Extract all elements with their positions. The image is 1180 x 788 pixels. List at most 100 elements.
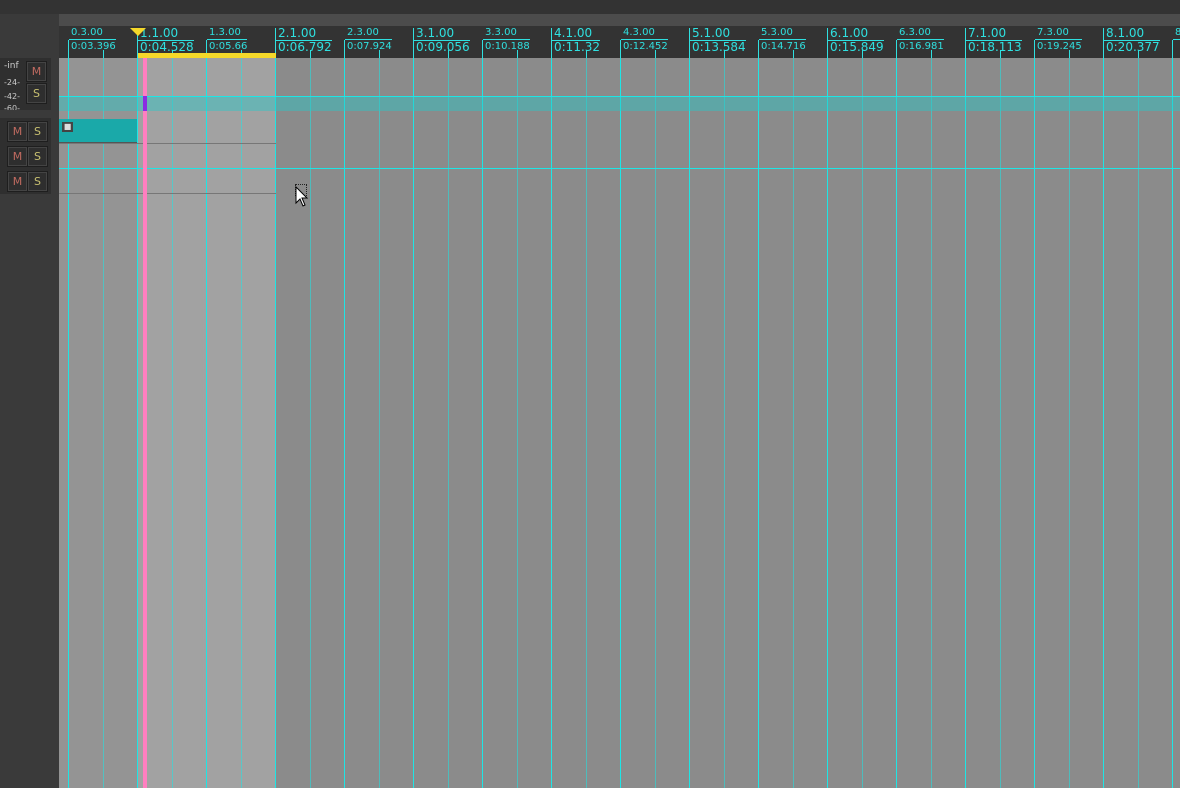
ruler-marker[interactable]: 5.3.00 0:14.716	[758, 27, 806, 58]
ruler-marker[interactable]: 3.1.00 0:09.056	[413, 27, 470, 58]
bar-label: 2.3.00	[345, 27, 392, 40]
ruler-marker[interactable]: 3.3.00 0:10.188	[482, 27, 530, 58]
timeline-ruler[interactable]: 0.3.00 0:03.396 1.1.00 0:04.528 1.3.00 0:05.6…	[59, 26, 1180, 58]
time-label: 0:14.716	[761, 41, 806, 52]
time-label: 0:16.981	[899, 41, 944, 52]
grid-line	[896, 58, 897, 788]
bar-label: 7.3.00	[1035, 27, 1082, 40]
ruler-marker[interactable]: 7.1.00 0:18.113	[965, 27, 1022, 58]
ruler-marker[interactable]: 4.1.00 0:11.32	[551, 27, 601, 58]
grid-line	[1034, 58, 1035, 788]
grid-line	[344, 58, 345, 788]
ruler-tick	[310, 50, 311, 58]
meter-label: -inf	[4, 61, 19, 71]
time-selection-area[interactable]	[138, 58, 276, 788]
ruler-marker[interactable]: 1.1.00 0:04.528	[137, 27, 194, 58]
grid-line	[758, 58, 759, 788]
grid-line	[482, 58, 483, 788]
playhead-marker	[143, 96, 147, 111]
grid-line	[551, 58, 552, 788]
ruler-marker[interactable]: 8	[1172, 27, 1180, 58]
grid-line	[448, 58, 449, 788]
meter-label: -42-	[4, 92, 20, 101]
ruler-tick	[482, 50, 483, 58]
track-divider	[59, 168, 1180, 169]
ruler-marker[interactable]: 1.3.00 0:05.66	[206, 27, 248, 58]
grid-line	[862, 58, 863, 788]
grid-line	[620, 58, 621, 788]
track-3-solo-button[interactable]: S	[27, 171, 48, 192]
ruler-marker[interactable]: 5.1.00 0:13.584	[689, 27, 746, 58]
playhead-cursor[interactable]	[143, 58, 147, 788]
grid-line	[689, 58, 690, 788]
ruler-marker[interactable]: 7.3.00 0:19.245	[1034, 27, 1082, 58]
ruler-tick	[1000, 50, 1001, 58]
ruler-marker[interactable]: 8.1.00 0:20.377	[1103, 27, 1160, 58]
grid-line	[275, 58, 276, 788]
ruler-marker[interactable]: 6.3.00 0:16.981	[896, 27, 944, 58]
ruler-tick	[1069, 50, 1070, 58]
ruler-marker[interactable]: 2.1.00 0:06.792	[275, 27, 332, 58]
time-label: 0:11.32	[554, 40, 601, 54]
ruler-marker[interactable]: 2.3.00 0:07.924	[344, 27, 392, 58]
horizontal-scrollbar[interactable]	[59, 14, 1180, 26]
time-label	[1173, 40, 1180, 41]
master-track[interactable]: -inf -24- -42- -60- M S	[0, 58, 51, 110]
meter-label: -24-	[4, 78, 20, 87]
ruler-tick	[379, 50, 380, 58]
grid-line	[586, 58, 587, 788]
time-label: 0:10.188	[485, 41, 530, 52]
bar-label: 4.3.00	[621, 27, 668, 40]
arrow-cursor-icon	[295, 186, 309, 207]
grid-line	[724, 58, 725, 788]
ruler-tick	[724, 50, 725, 58]
selected-track-item[interactable]: ■	[59, 119, 137, 143]
bar-label: 3.1.00	[414, 27, 470, 41]
time-label: 0:03.396	[71, 41, 116, 52]
track-2-mute-button[interactable]: M	[7, 146, 28, 167]
track-3-mute-button[interactable]: M	[7, 171, 28, 192]
time-label: 0:06.792	[278, 40, 332, 54]
ruler-tick	[448, 50, 449, 58]
grid-line	[103, 58, 104, 788]
ruler-tick	[896, 50, 897, 58]
ruler-tick	[68, 50, 69, 58]
ruler-tick	[931, 50, 932, 58]
ruler-tick	[344, 50, 345, 58]
ruler-tick	[965, 50, 966, 58]
playhead-triangle-icon[interactable]	[130, 28, 146, 36]
bar-label: 0.3.00	[69, 27, 116, 40]
grid-line	[1172, 58, 1173, 788]
master-mute-button[interactable]: M	[26, 61, 47, 82]
ruler-tick	[413, 50, 414, 58]
time-label: 0:15.849	[830, 40, 884, 54]
grid-line	[206, 58, 207, 788]
track-1-solo-button[interactable]: S	[27, 121, 48, 142]
bar-label: 1.1.00	[138, 27, 194, 41]
lock-icon: ■	[62, 122, 73, 132]
time-label: 0:07.924	[347, 41, 392, 52]
track-control-panel: -inf -24- -42- -60- M S M S M S M S	[0, 26, 59, 788]
meter-label: -60-	[4, 104, 20, 110]
ruler-tick	[1103, 50, 1104, 58]
track-2-solo-button[interactable]: S	[27, 146, 48, 167]
master-solo-button[interactable]: S	[26, 83, 47, 104]
ruler-tick	[655, 50, 656, 58]
ruler-marker[interactable]: 4.3.00 0:12.452	[620, 27, 668, 58]
time-label: 0:20.377	[1106, 40, 1160, 54]
grid-line	[965, 58, 966, 788]
track-divider	[59, 96, 1180, 97]
bar-label: 2.1.00	[276, 27, 332, 41]
grid-line	[827, 58, 828, 788]
selected-track-band[interactable]	[59, 96, 1180, 111]
grid-line	[172, 58, 173, 788]
track-1-mute-button[interactable]: M	[7, 121, 28, 142]
ruler-marker[interactable]: 0.3.00 0:03.396	[68, 27, 116, 58]
time-label: 0:19.245	[1037, 41, 1082, 52]
time-selection-bar[interactable]	[138, 53, 276, 58]
ruler-marker[interactable]: 6.1.00 0:15.849	[827, 27, 884, 58]
arrange-view[interactable]: ■	[59, 58, 1180, 788]
grid-line	[517, 58, 518, 788]
grid-line	[137, 58, 138, 788]
bar-label: 1.3.00	[207, 27, 248, 40]
